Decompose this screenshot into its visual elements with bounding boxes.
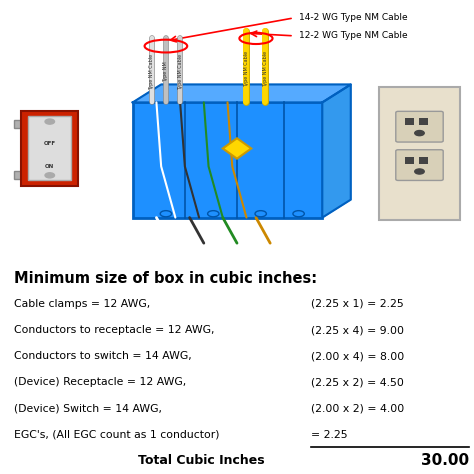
- FancyBboxPatch shape: [28, 117, 71, 181]
- Text: = 2.25: = 2.25: [311, 430, 348, 440]
- Bar: [379, 183, 396, 192]
- Text: (2.00 x 4) = 8.00: (2.00 x 4) = 8.00: [311, 351, 405, 361]
- FancyBboxPatch shape: [21, 111, 78, 185]
- Polygon shape: [322, 84, 351, 218]
- Text: (2.25 x 4) = 9.00: (2.25 x 4) = 9.00: [311, 325, 404, 335]
- Text: Conductors to receptacle = 12 AWG,: Conductors to receptacle = 12 AWG,: [14, 325, 215, 335]
- Text: Conductors to switch = 14 AWG,: Conductors to switch = 14 AWG,: [14, 351, 192, 361]
- Circle shape: [415, 169, 424, 174]
- FancyBboxPatch shape: [396, 111, 443, 142]
- Text: (2.00 x 2) = 4.00: (2.00 x 2) = 4.00: [311, 403, 405, 414]
- Text: (Device) Switch = 14 AWG,: (Device) Switch = 14 AWG,: [14, 403, 162, 414]
- Text: Type NM Cable: Type NM Cable: [244, 51, 249, 87]
- Circle shape: [45, 173, 55, 178]
- Text: OFF: OFF: [44, 141, 56, 146]
- Bar: [405, 118, 414, 126]
- Text: Cable clamps = 12 AWG,: Cable clamps = 12 AWG,: [14, 299, 150, 309]
- Polygon shape: [223, 138, 251, 159]
- Text: (Device) Receptacle = 12 AWG,: (Device) Receptacle = 12 AWG,: [14, 377, 186, 387]
- FancyBboxPatch shape: [396, 150, 443, 181]
- Bar: [14, 120, 26, 128]
- Text: ON: ON: [45, 164, 55, 169]
- Text: 12-2 WG Type NM Cable: 12-2 WG Type NM Cable: [299, 31, 407, 40]
- Bar: [14, 172, 26, 179]
- Bar: [419, 156, 428, 164]
- Text: EGC's, (All EGC count as 1 conductor): EGC's, (All EGC count as 1 conductor): [14, 430, 219, 440]
- Polygon shape: [133, 84, 351, 102]
- Text: 30.00: 30.00: [421, 454, 469, 468]
- Circle shape: [415, 130, 424, 136]
- Circle shape: [45, 119, 55, 124]
- Text: 14-2 WG Type NM Cable: 14-2 WG Type NM Cable: [299, 13, 407, 22]
- Text: Type NM: Type NM: [164, 61, 168, 82]
- Text: Minimum size of box in cubic inches:: Minimum size of box in cubic inches:: [14, 271, 317, 286]
- Text: Total Cubic Inches: Total Cubic Inches: [138, 455, 265, 467]
- Text: (2.25 x 1) = 2.25: (2.25 x 1) = 2.25: [311, 299, 404, 309]
- Text: Type NM Cable: Type NM Cable: [263, 51, 268, 87]
- FancyBboxPatch shape: [133, 102, 322, 218]
- Bar: [419, 118, 428, 126]
- Bar: [379, 114, 396, 123]
- Bar: [405, 156, 414, 164]
- Text: (2.25 x 2) = 4.50: (2.25 x 2) = 4.50: [311, 377, 404, 387]
- FancyBboxPatch shape: [379, 87, 460, 220]
- Text: Type NM Cable: Type NM Cable: [149, 54, 154, 90]
- Text: Type NM Cable: Type NM Cable: [178, 54, 182, 90]
